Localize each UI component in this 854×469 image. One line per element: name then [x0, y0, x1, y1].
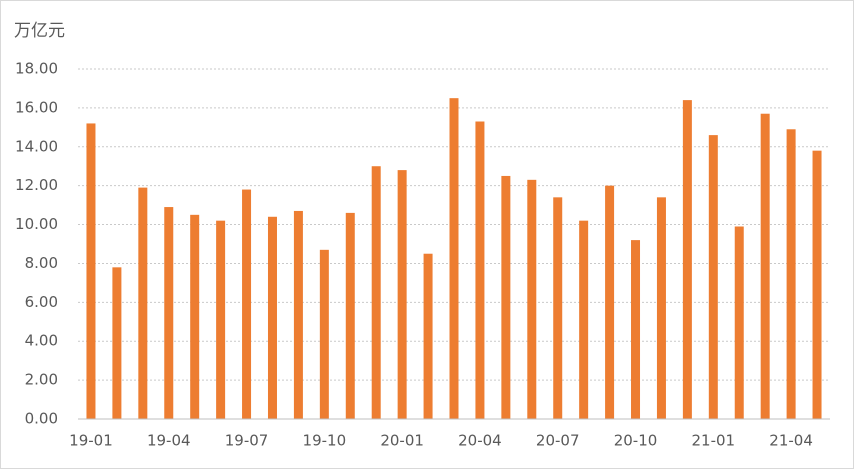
- x-tick-label: 20-04: [458, 432, 502, 450]
- y-tick-label: 4.00: [25, 332, 58, 350]
- x-tick-label: 21-04: [769, 432, 813, 450]
- bar: [553, 197, 563, 419]
- bar: [267, 216, 277, 419]
- bar: [423, 253, 433, 419]
- y-tick-label: 0.00: [25, 410, 58, 428]
- bar: [501, 175, 511, 419]
- bar: [475, 121, 485, 419]
- bar: [812, 150, 822, 419]
- bar: [319, 249, 329, 419]
- bar: [682, 100, 692, 419]
- y-tick-label: 8.00: [25, 254, 58, 272]
- x-tick-label: 20-07: [536, 432, 580, 450]
- y-tick-label: 2.00: [25, 371, 58, 389]
- bar: [216, 220, 226, 419]
- bar: [786, 129, 796, 419]
- y-tick-label: 6.00: [25, 293, 58, 311]
- y-tick-label: 18.00: [15, 60, 58, 78]
- bar: [605, 185, 615, 419]
- x-tick-label: 19-07: [225, 432, 269, 450]
- x-tick-label: 19-01: [69, 432, 113, 450]
- bar: [527, 179, 537, 419]
- bar: [734, 226, 744, 419]
- y-tick-label: 14.00: [15, 137, 58, 155]
- bar: [631, 240, 641, 419]
- bar: [656, 197, 666, 419]
- bar: [86, 123, 96, 419]
- x-tick-label: 19-10: [303, 432, 347, 450]
- y-tick-label: 16.00: [15, 98, 58, 116]
- bar: [579, 220, 589, 419]
- bar: [449, 98, 459, 420]
- bar: [242, 189, 252, 419]
- y-tick-label: 10.00: [15, 215, 58, 233]
- bar: [293, 210, 303, 419]
- bar: [345, 212, 355, 419]
- y-unit-label: 万亿元: [14, 21, 65, 41]
- bar: [138, 187, 148, 419]
- x-tick-label: 20-10: [614, 432, 658, 450]
- bar: [397, 170, 407, 419]
- bar: [190, 214, 200, 419]
- x-tick-label: 20-01: [380, 432, 424, 450]
- bar: [760, 113, 770, 419]
- bar: [164, 207, 174, 419]
- x-tick-label: 19-04: [147, 432, 191, 450]
- bar: [708, 135, 718, 419]
- y-tick-label: 12.00: [15, 176, 58, 194]
- bar: [112, 267, 122, 419]
- bar: [371, 166, 381, 419]
- x-tick-label: 21-01: [692, 432, 736, 450]
